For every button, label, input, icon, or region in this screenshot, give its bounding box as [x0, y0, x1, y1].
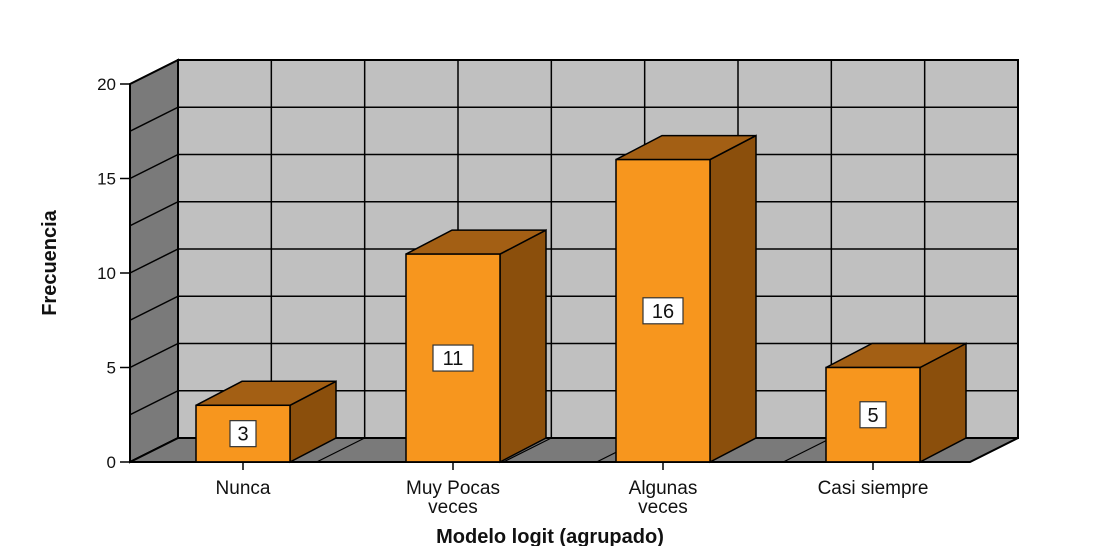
- y-tick-label: 10: [97, 264, 116, 283]
- x-tick-label: Algunas: [629, 478, 698, 499]
- data-label-box: [229, 420, 257, 448]
- gridline-side: [129, 106, 179, 132]
- gridline-side: [129, 59, 179, 85]
- data-label-box: [642, 297, 684, 325]
- data-label-box: [859, 401, 887, 429]
- gridline-side: [129, 201, 179, 227]
- x-tick-label: Nunca: [216, 478, 271, 499]
- y-tick-label: 15: [97, 170, 116, 189]
- bar-side: [499, 228, 547, 464]
- gridline-side: [129, 153, 179, 180]
- y-axis: 0 5 10 15 20: [97, 75, 131, 472]
- y-axis-title: Frecuencia: [39, 209, 61, 315]
- x-axis-title: Modelo logit (agrupado): [436, 526, 664, 546]
- x-tick-label: veces: [428, 497, 478, 518]
- y-tick-label: 0: [107, 453, 116, 472]
- data-label: 11: [443, 348, 464, 370]
- gridline-side: [129, 390, 179, 416]
- gridline-side: [129, 437, 179, 463]
- data-label: 3: [237, 424, 248, 446]
- bar-side: [709, 134, 757, 464]
- bar: 5: [825, 342, 967, 464]
- gridline-floor: [783, 437, 832, 463]
- bar: 3: [195, 380, 337, 464]
- x-tick-label: Muy Pocas: [406, 478, 500, 499]
- gridline-side: [129, 295, 179, 321]
- x-tick-label: veces: [638, 497, 688, 518]
- bar: 11: [405, 228, 547, 464]
- data-label: 16: [652, 301, 674, 323]
- data-label-box: [432, 344, 474, 372]
- gridline-side: [129, 342, 179, 369]
- y-tick-label: 5: [107, 359, 116, 378]
- gridline-floor: [503, 437, 552, 463]
- bar: 16: [615, 134, 757, 464]
- bars-group: 3 11 16 5: [195, 134, 967, 464]
- gridline-floor: [316, 437, 365, 463]
- gridline-side: [129, 248, 179, 274]
- data-label: 5: [867, 405, 878, 427]
- x-tick-label: Casi siempre: [818, 478, 929, 499]
- y-tick-label: 20: [97, 75, 116, 94]
